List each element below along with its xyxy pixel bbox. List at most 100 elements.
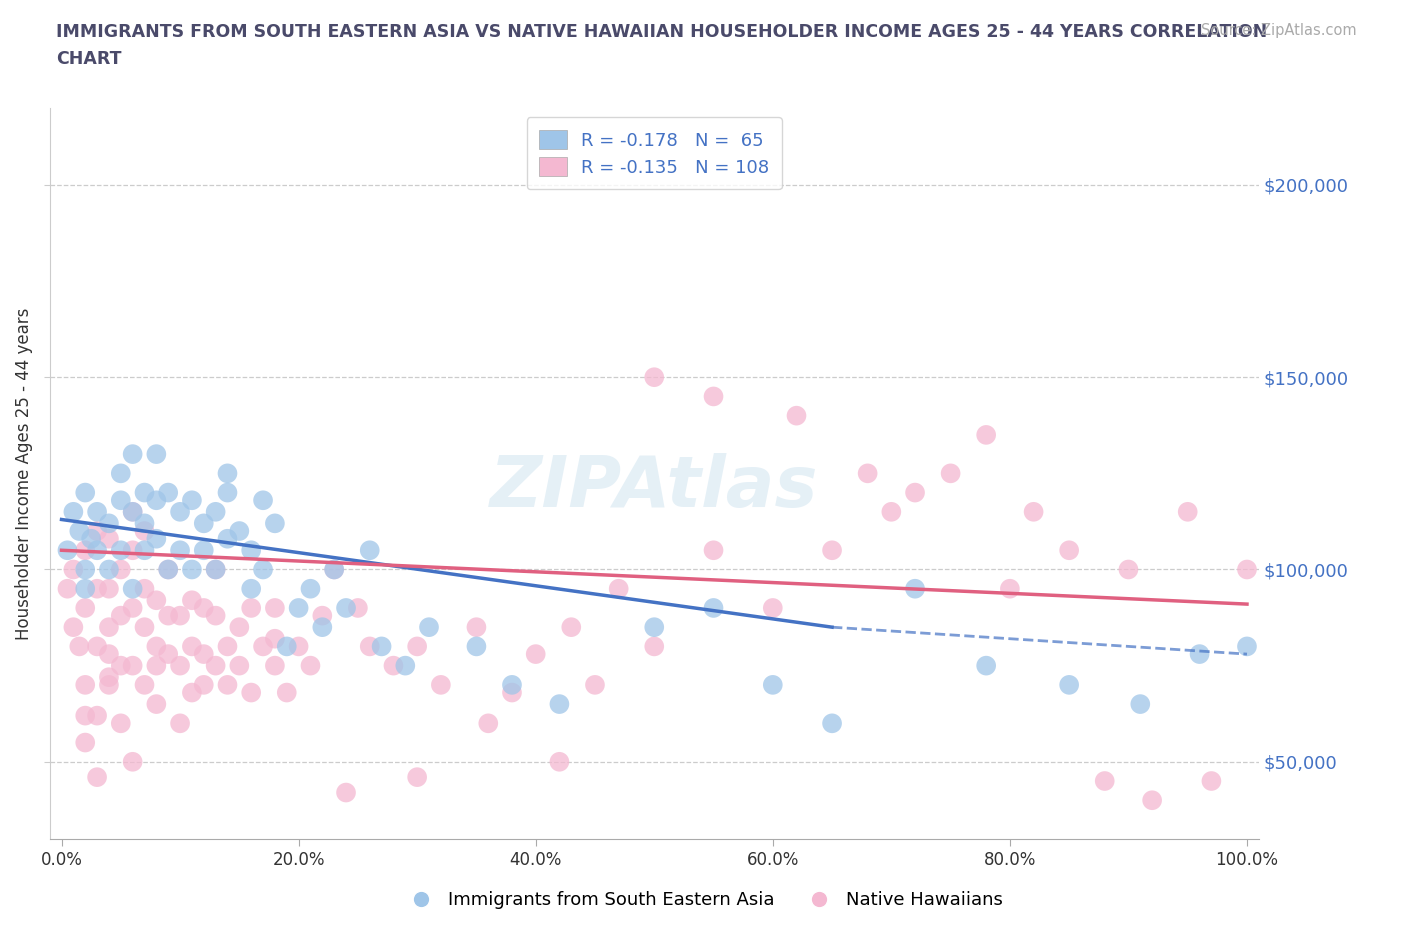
Point bbox=[856, 466, 879, 481]
Point bbox=[204, 658, 226, 673]
Point bbox=[335, 785, 357, 800]
Point bbox=[157, 646, 180, 661]
Point bbox=[465, 619, 488, 634]
Point bbox=[1094, 774, 1116, 789]
Point bbox=[252, 562, 274, 577]
Point bbox=[1201, 774, 1223, 789]
Point bbox=[121, 581, 143, 596]
Point bbox=[169, 608, 191, 623]
Point bbox=[97, 581, 120, 596]
Point bbox=[323, 562, 346, 577]
Point bbox=[323, 562, 346, 577]
Text: IMMIGRANTS FROM SOUTH EASTERN ASIA VS NATIVE HAWAIIAN HOUSEHOLDER INCOME AGES 25: IMMIGRANTS FROM SOUTH EASTERN ASIA VS NA… bbox=[56, 23, 1267, 68]
Point bbox=[193, 601, 215, 616]
Point bbox=[97, 562, 120, 577]
Point bbox=[477, 716, 499, 731]
Point bbox=[643, 370, 665, 385]
Point bbox=[86, 543, 108, 558]
Point bbox=[193, 677, 215, 692]
Legend: R = -0.178   N =  65, R = -0.135   N = 108: R = -0.178 N = 65, R = -0.135 N = 108 bbox=[527, 117, 782, 190]
Point bbox=[193, 543, 215, 558]
Point bbox=[335, 601, 357, 616]
Point bbox=[134, 581, 156, 596]
Point bbox=[904, 581, 927, 596]
Point bbox=[110, 493, 132, 508]
Point bbox=[86, 581, 108, 596]
Point bbox=[786, 408, 808, 423]
Point bbox=[110, 608, 132, 623]
Point bbox=[75, 708, 97, 723]
Point bbox=[110, 543, 132, 558]
Point bbox=[501, 677, 523, 692]
Point bbox=[762, 601, 785, 616]
Point bbox=[583, 677, 606, 692]
Point bbox=[1057, 543, 1080, 558]
Point bbox=[169, 658, 191, 673]
Point bbox=[702, 543, 724, 558]
Point bbox=[299, 658, 322, 673]
Point bbox=[157, 562, 180, 577]
Point bbox=[169, 504, 191, 519]
Point bbox=[97, 619, 120, 634]
Point bbox=[145, 639, 167, 654]
Point bbox=[548, 754, 571, 769]
Point bbox=[86, 524, 108, 538]
Legend: Immigrants from South Eastern Asia, Native Hawaiians: Immigrants from South Eastern Asia, Nati… bbox=[395, 884, 1011, 916]
Point bbox=[145, 446, 167, 461]
Point bbox=[121, 504, 143, 519]
Point bbox=[240, 581, 263, 596]
Point bbox=[418, 619, 440, 634]
Point bbox=[97, 531, 120, 546]
Point bbox=[145, 592, 167, 607]
Point bbox=[75, 543, 97, 558]
Point bbox=[974, 428, 997, 443]
Point bbox=[821, 716, 844, 731]
Point bbox=[240, 685, 263, 700]
Point bbox=[406, 639, 429, 654]
Point bbox=[240, 601, 263, 616]
Point bbox=[134, 524, 156, 538]
Point bbox=[134, 485, 156, 500]
Point bbox=[311, 619, 333, 634]
Point bbox=[228, 658, 250, 673]
Point bbox=[264, 658, 287, 673]
Point bbox=[110, 466, 132, 481]
Y-axis label: Householder Income Ages 25 - 44 years: Householder Income Ages 25 - 44 years bbox=[15, 307, 32, 640]
Point bbox=[86, 639, 108, 654]
Point bbox=[217, 466, 239, 481]
Point bbox=[1118, 562, 1140, 577]
Point bbox=[548, 697, 571, 711]
Point bbox=[904, 485, 927, 500]
Point bbox=[217, 485, 239, 500]
Point bbox=[121, 543, 143, 558]
Point bbox=[62, 562, 84, 577]
Point bbox=[880, 504, 903, 519]
Text: ZIPAtlas: ZIPAtlas bbox=[491, 454, 818, 523]
Point bbox=[181, 685, 204, 700]
Point bbox=[311, 608, 333, 623]
Point bbox=[169, 716, 191, 731]
Point bbox=[145, 697, 167, 711]
Point bbox=[762, 677, 785, 692]
Point bbox=[1129, 697, 1152, 711]
Point bbox=[359, 639, 381, 654]
Point bbox=[276, 685, 298, 700]
Point bbox=[217, 639, 239, 654]
Point bbox=[1236, 562, 1258, 577]
Point bbox=[370, 639, 392, 654]
Point bbox=[821, 543, 844, 558]
Point bbox=[1236, 639, 1258, 654]
Point bbox=[75, 677, 97, 692]
Point bbox=[382, 658, 405, 673]
Point bbox=[702, 601, 724, 616]
Point bbox=[240, 543, 263, 558]
Point bbox=[121, 754, 143, 769]
Point bbox=[75, 485, 97, 500]
Point bbox=[80, 531, 103, 546]
Point bbox=[228, 619, 250, 634]
Point bbox=[145, 493, 167, 508]
Point bbox=[287, 601, 309, 616]
Point bbox=[643, 639, 665, 654]
Point bbox=[181, 562, 204, 577]
Point bbox=[157, 485, 180, 500]
